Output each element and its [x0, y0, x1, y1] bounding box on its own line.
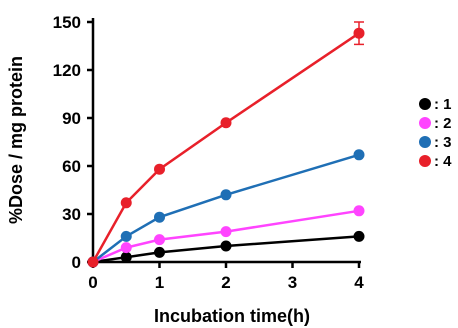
legend-marker-3	[419, 136, 431, 148]
data-point-series-4	[120, 197, 132, 209]
legend-label-2: : 2	[434, 115, 452, 132]
legend-marker-2	[419, 117, 431, 129]
legend-label-3: : 3	[434, 134, 452, 151]
legend-marker-4	[419, 155, 431, 167]
x-tick-label: 4	[354, 273, 364, 292]
data-point-series-4	[154, 163, 165, 175]
data-point-series-2	[120, 242, 132, 254]
data-point-series-3	[120, 230, 132, 242]
y-tick-label: 90	[62, 109, 81, 128]
data-point-series-1	[120, 251, 132, 263]
data-point-series-4	[353, 27, 365, 39]
data-point-series-2	[154, 234, 165, 246]
data-point-series-3	[353, 149, 365, 161]
x-tick-label: 0	[88, 273, 97, 292]
data-point-series-2	[220, 226, 232, 238]
chart-legend: : 1 : 2 : 3 : 4	[419, 96, 452, 170]
chart-axes	[91, 18, 361, 264]
data-point-series-4	[220, 117, 232, 129]
data-point-series-1	[154, 246, 165, 258]
x-tick-label: 3	[288, 273, 297, 292]
x-axis-title: Incubation time(h)	[154, 306, 310, 326]
chart-series	[87, 21, 365, 268]
y-tick-label: 60	[62, 157, 81, 176]
x-tick-label: 2	[221, 273, 230, 292]
y-tick-label: 0	[72, 253, 81, 272]
data-point-series-3	[220, 189, 232, 201]
legend-marker-1	[419, 98, 431, 110]
y-tick-label: 30	[62, 205, 81, 224]
y-tick-label: 150	[53, 13, 81, 32]
chart-ticks: 0 30 60 90 120 150 0 1 2 3 4	[53, 13, 365, 292]
y-axis-title: %Dose / mg protein	[6, 56, 26, 224]
data-point-series-4	[87, 256, 99, 268]
data-point-series-2	[353, 205, 365, 217]
data-point-series-3	[154, 211, 165, 223]
y-tick-label: 120	[53, 61, 81, 80]
x-tick-label: 1	[155, 273, 164, 292]
data-point-series-1	[220, 240, 232, 252]
legend-label-1: : 1	[434, 96, 452, 113]
data-point-series-1	[353, 230, 365, 242]
legend-label-4: : 4	[434, 153, 452, 170]
